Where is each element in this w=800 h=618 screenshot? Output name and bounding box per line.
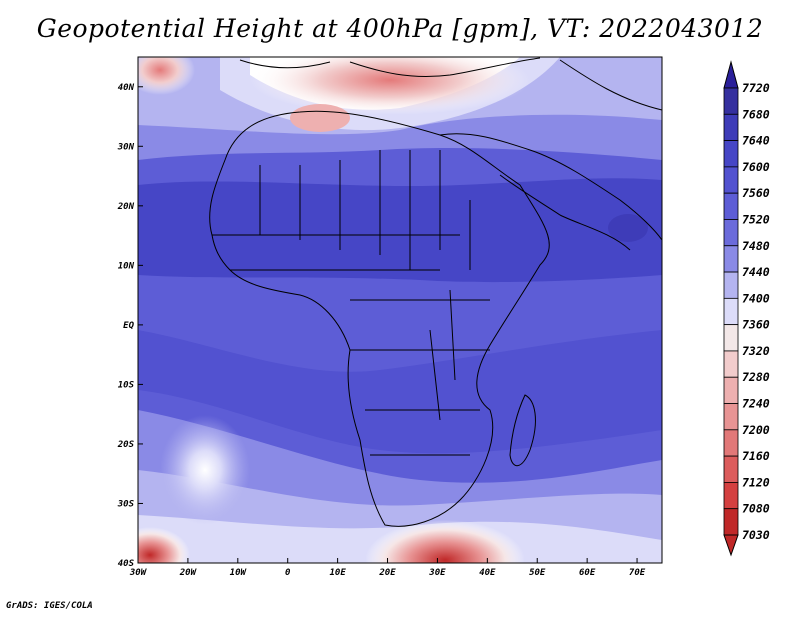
lon-tick-label: 10E <box>329 568 346 578</box>
colorbar-swatch <box>723 429 739 457</box>
chart-title: Geopotential Height at 400hPa [gpm], VT:… <box>36 14 764 43</box>
lon-tick-label: 20W <box>179 568 198 578</box>
colorbar-label: 7120 <box>742 475 770 489</box>
plot-frame <box>137 56 663 564</box>
colorbar-swatch <box>723 113 739 141</box>
lat-axis-ticks: 40S 30S 20S 10S EQ 10N 20N 30N 40N <box>117 83 143 569</box>
colorbar-swatch <box>723 455 739 483</box>
lon-tick-label: 10W <box>230 568 248 578</box>
lat-tick-label: 30N <box>117 142 135 152</box>
colorbar-swatch <box>723 403 739 431</box>
colorbar-label: 7520 <box>742 212 770 226</box>
colorbar-label: 7680 <box>742 107 770 121</box>
colorbar-label: 7320 <box>742 344 770 358</box>
colorbar-label: 7560 <box>742 186 770 200</box>
lon-tick-label: 40E <box>479 568 496 578</box>
colorbar-swatch <box>723 166 739 194</box>
colorbar-label: 7440 <box>742 265 770 279</box>
lat-tick-label: 30S <box>117 499 135 509</box>
lon-tick-label: 30E <box>428 568 446 578</box>
colorbar-swatch <box>723 219 739 247</box>
colorbar-swatch <box>723 87 739 115</box>
colorbar-label: 7360 <box>742 318 770 332</box>
colorbar-label: 7280 <box>742 370 770 384</box>
colorbar-swatch <box>723 140 739 168</box>
lat-tick-label: 10N <box>118 261 135 271</box>
coastlines <box>209 57 662 527</box>
colorbar-label: 7240 <box>742 397 770 411</box>
lon-tick-label: 50E <box>529 568 546 578</box>
colorbar-swatch <box>723 350 739 378</box>
colorbar-label: 7640 <box>742 134 770 148</box>
colorbar-swatch <box>723 245 739 273</box>
lat-tick-label: 20S <box>117 440 135 450</box>
colorbar-label: 7480 <box>742 239 770 253</box>
colorbar-label: 7600 <box>742 160 770 174</box>
lon-tick-label: 0 <box>285 568 291 578</box>
colorbar-label: 7200 <box>742 423 770 437</box>
lon-tick-label: 60E <box>579 568 596 578</box>
lat-tick-label: 10S <box>118 380 135 390</box>
colorbar-swatch <box>723 482 739 510</box>
colorbar-label: 7080 <box>742 502 770 516</box>
colorbar-label: 7720 <box>742 81 770 95</box>
grads-credit: GrADS: IGES/COLA <box>6 601 93 611</box>
lat-tick-label: 40S <box>118 559 135 569</box>
colorbar: 7720 7680 7640 7600 7560 7520 7480 7440 7400 7360… <box>723 60 770 557</box>
colorbar-label: 7160 <box>742 449 770 463</box>
colorbar-swatch <box>723 297 739 326</box>
height-field <box>138 57 662 563</box>
colorbar-swatch <box>723 271 739 299</box>
colorbar-swatch <box>723 324 739 352</box>
lat-tick-label: EQ <box>123 321 134 331</box>
lon-tick-label: 70E <box>629 568 646 578</box>
lon-tick-label: 20E <box>378 568 396 578</box>
lat-tick-label: 20N <box>117 202 135 212</box>
colorbar-label: 7030 <box>742 528 770 542</box>
colorbar-label: 7400 <box>742 291 770 305</box>
lat-tick-label: 40N <box>118 83 135 93</box>
colorbar-swatch <box>723 508 739 536</box>
lon-axis-ticks: 30W 20W 10W 0 10E 20E 30E 40E 50E 60E 70E <box>129 558 646 578</box>
lon-tick-label: 30W <box>129 568 148 578</box>
colorbar-bottom-arrow <box>723 534 739 557</box>
colorbar-swatch <box>723 376 739 404</box>
colorbar-top-arrow <box>723 60 739 89</box>
colorbar-swatch <box>723 192 739 220</box>
